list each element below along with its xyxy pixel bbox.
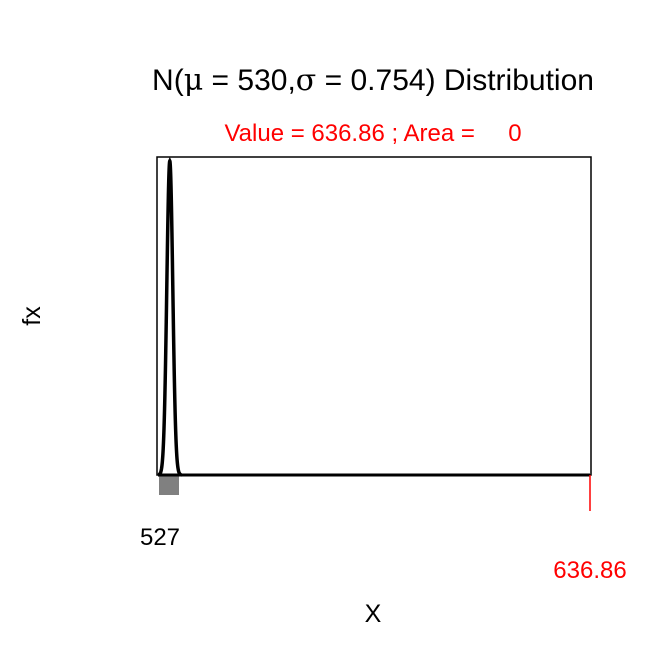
y-axis-label: fx (18, 306, 46, 326)
chart-title: N(μ = 530,σ = 0.754) Distribution (152, 63, 594, 98)
chart-subtitle: Value = 636.86 ; Area = 0 (224, 120, 521, 147)
density-curve (157, 156, 182, 477)
plot-frame (156, 156, 592, 476)
x-tick-label-left: 527 (140, 524, 180, 551)
x-axis-label: X (365, 600, 382, 628)
x-tick-label-critical: 636.86 (553, 557, 626, 584)
